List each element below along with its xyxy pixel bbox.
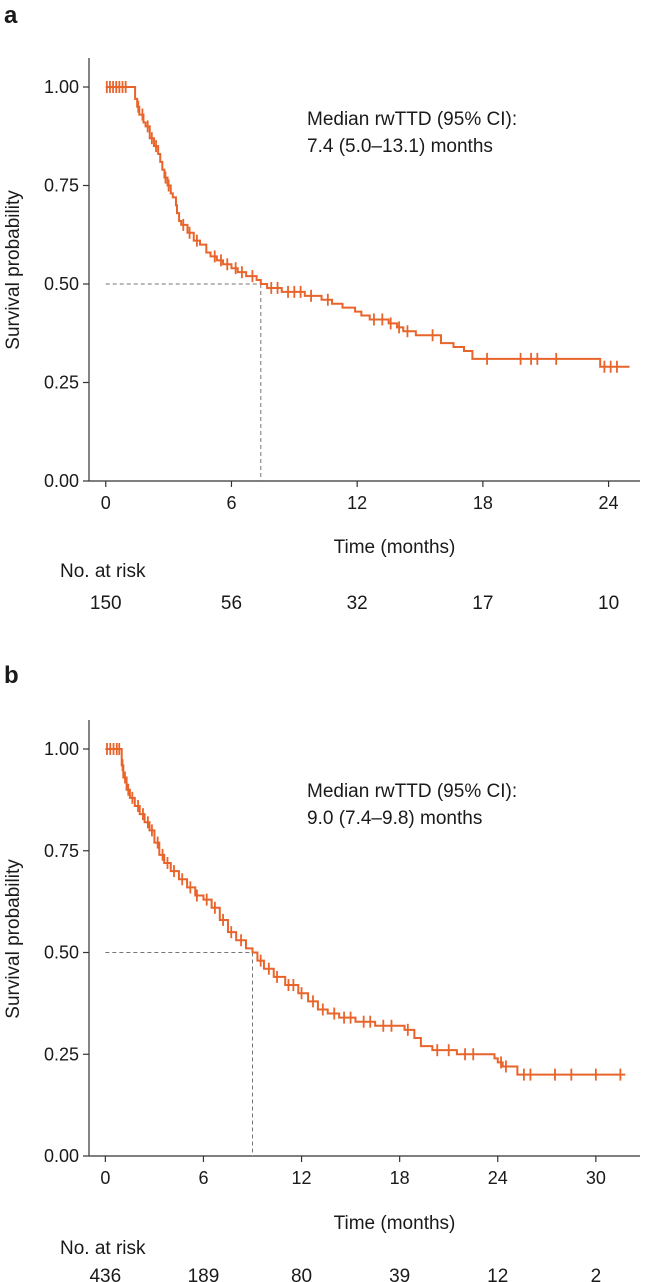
y-tick-label: 0.25 <box>44 1044 79 1064</box>
panel-label: b <box>4 662 19 689</box>
x-tick-label: 12 <box>347 493 367 513</box>
risk-count: 2 <box>591 1266 602 1282</box>
x-tick-label: 24 <box>488 1168 508 1188</box>
risk-count: 80 <box>291 1266 312 1282</box>
median-annotation-value: 7.4 (5.0–13.1) months <box>307 136 493 157</box>
risk-count: 189 <box>188 1266 220 1282</box>
risk-count: 32 <box>347 593 368 614</box>
risk-count: 436 <box>89 1266 121 1282</box>
x-tick-label: 18 <box>473 493 493 513</box>
x-tick-label: 30 <box>586 1168 606 1188</box>
risk-count: 56 <box>221 593 242 614</box>
km-chart-a: 0.00 0.25 0.50 0.75 1.00 0 6 12 18 24 Time (months… <box>3 58 640 614</box>
y-tick-label: 0.00 <box>44 1146 79 1166</box>
y-tick-label: 0.25 <box>44 373 79 393</box>
y-tick-label: 0.75 <box>44 176 79 196</box>
panel-a: a 0.00 0.25 0.50 0.75 1.00 0 6 12 18 24 Time (mont… <box>0 0 646 640</box>
risk-count: 17 <box>472 593 493 614</box>
panel-label: a <box>4 2 18 29</box>
y-tick-label: 0.75 <box>44 841 79 861</box>
risk-count: 12 <box>487 1266 508 1282</box>
y-axis-title: Survival probability <box>3 859 24 1019</box>
x-tick-label: 6 <box>198 1168 208 1188</box>
median-annotation-title: Median rwTTD (95% CI): <box>307 781 517 802</box>
x-tick-label: 0 <box>100 1168 110 1188</box>
risk-table-title: No. at risk <box>60 561 146 582</box>
median-annotation-value: 9.0 (7.4–9.8) months <box>307 808 482 829</box>
x-tick-label: 24 <box>599 493 619 513</box>
y-tick-label: 0.00 <box>44 471 79 491</box>
x-axis-title: Time (months) <box>334 1213 456 1234</box>
survival-curve <box>105 748 626 1076</box>
x-tick-label: 6 <box>226 493 236 513</box>
km-chart-b: 0.00 0.25 0.50 0.75 1.00 0 6 12 18 24 30 Time (mont… <box>3 720 640 1282</box>
x-axis-title: Time (months) <box>334 537 456 558</box>
panel-b: b 0.00 0.25 0.50 0.75 1.00 0 6 12 18 24 30 Time (mo… <box>0 660 646 1282</box>
risk-count: 39 <box>389 1266 410 1282</box>
risk-count: 10 <box>598 593 619 614</box>
survival-curve <box>105 86 630 368</box>
risk-table-title: No. at risk <box>60 1238 146 1259</box>
x-tick-label: 0 <box>101 493 111 513</box>
x-tick-label: 12 <box>292 1168 312 1188</box>
y-axis-title: Survival probability <box>3 190 24 350</box>
y-tick-label: 0.50 <box>44 274 79 294</box>
y-tick-label: 1.00 <box>44 739 79 759</box>
y-tick-label: 1.00 <box>44 77 79 97</box>
median-annotation-title: Median rwTTD (95% CI): <box>307 109 517 130</box>
risk-count: 150 <box>90 593 122 614</box>
y-tick-label: 0.50 <box>44 943 79 963</box>
x-tick-label: 18 <box>390 1168 410 1188</box>
